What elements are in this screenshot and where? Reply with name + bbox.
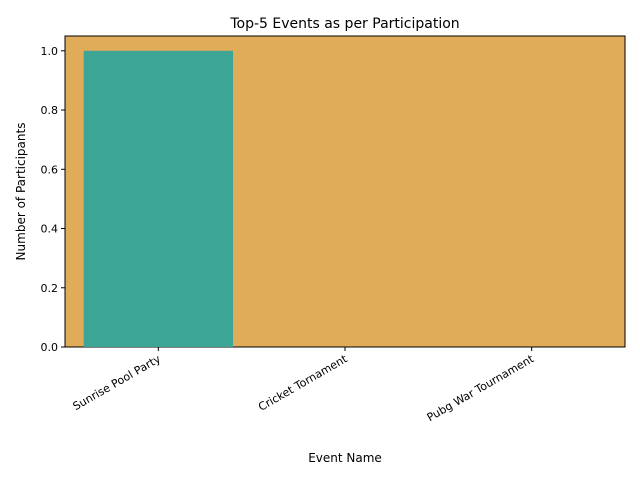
x-tick-label: Sunrise Pool Party: [71, 352, 164, 413]
x-tick-label: Cricket Tornament: [256, 352, 350, 414]
chart-title: Top-5 Events as per Participation: [229, 16, 459, 32]
y-tick-label: 0.0: [41, 341, 59, 354]
y-axis-label: Number of Participants: [14, 123, 28, 261]
y-tick-label: 0.6: [41, 163, 59, 176]
x-axis-label: Event Name: [308, 451, 382, 465]
y-tick-label: 0.2: [41, 282, 59, 295]
y-tick-label: 0.4: [41, 223, 59, 236]
bar-0: [83, 50, 234, 348]
y-tick-label: 1.0: [41, 45, 59, 58]
x-tick-label: Pubg War Tournament: [425, 352, 537, 424]
y-tick-label: 0.8: [41, 104, 59, 117]
